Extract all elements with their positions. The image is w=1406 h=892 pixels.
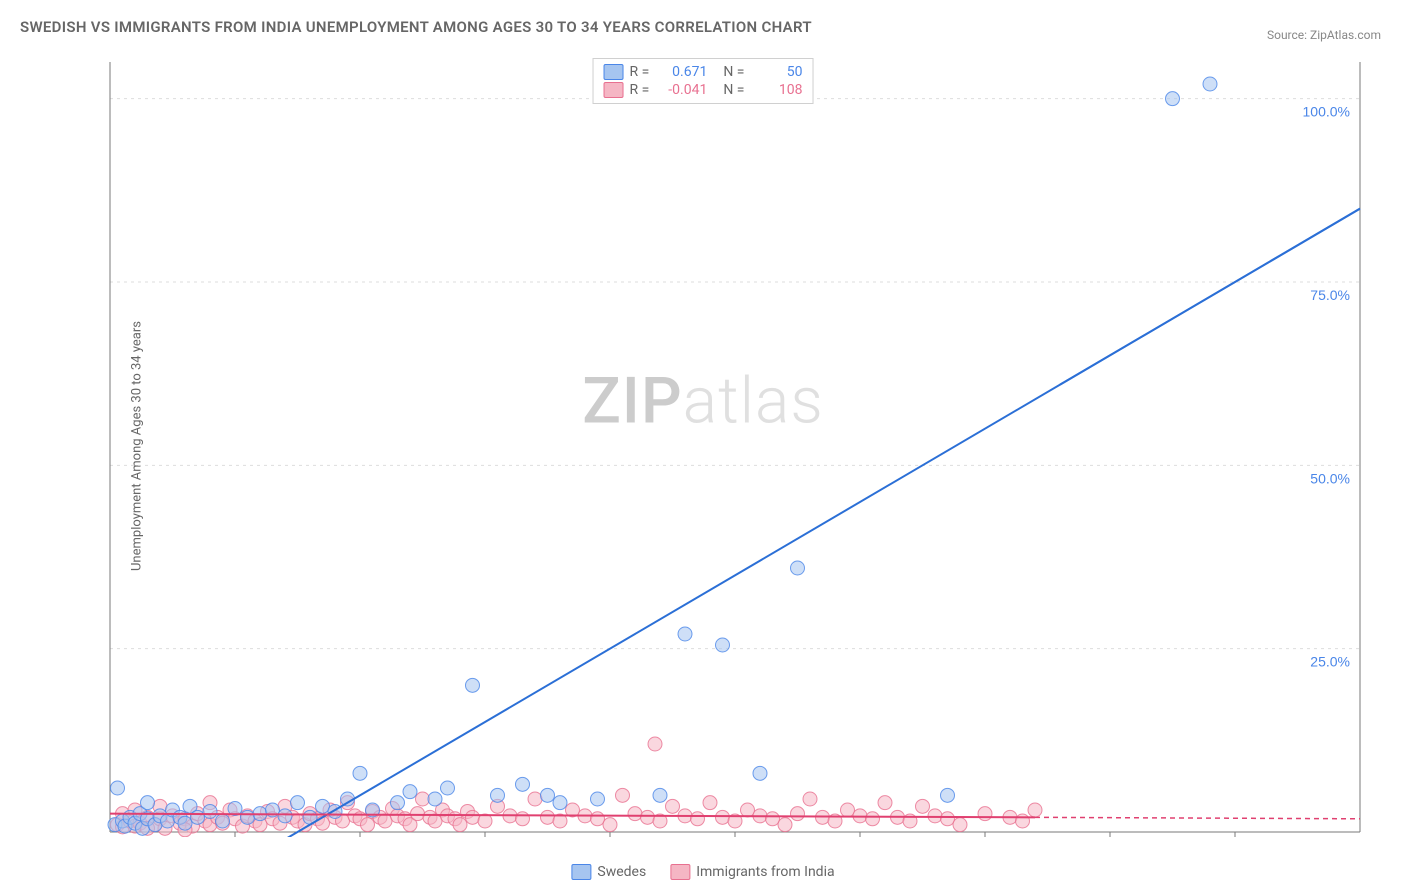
corr-r-value: 0.671 <box>655 64 707 80</box>
legend-swatch <box>604 82 624 98</box>
corr-n-value: 50 <box>750 64 802 80</box>
scatter-plot: 25.0%50.0%75.0%100.0%0.0%50.0% <box>50 50 1376 837</box>
corr-legend-row: R = -0.041 N = 108 <box>604 81 803 99</box>
legend-item: Immigrants from India <box>670 864 834 880</box>
corr-r-label: R = <box>630 82 650 98</box>
corr-n-label: N = <box>723 82 744 98</box>
svg-text:100.0%: 100.0% <box>1303 104 1350 120</box>
legend-label: Immigrants from India <box>696 864 834 880</box>
corr-legend-row: R = 0.671 N = 50 <box>604 63 803 81</box>
source-attribution: Source: ZipAtlas.com <box>1267 28 1381 42</box>
svg-text:50.0%: 50.0% <box>1310 470 1350 486</box>
legend-swatch <box>571 864 591 880</box>
legend-swatch <box>604 64 624 80</box>
legend-swatch <box>670 864 690 880</box>
corr-n-label: N = <box>723 64 744 80</box>
legend-item: Swedes <box>571 864 646 880</box>
series-legend: Swedes Immigrants from India <box>571 864 834 880</box>
svg-text:25.0%: 25.0% <box>1310 654 1350 670</box>
corr-n-value: 108 <box>750 82 802 98</box>
correlation-legend: R = 0.671 N = 50 R = -0.041 N = 108 <box>593 58 814 104</box>
legend-label: Swedes <box>597 864 646 880</box>
chart-area: 25.0%50.0%75.0%100.0%0.0%50.0% <box>50 50 1376 837</box>
corr-r-value: -0.041 <box>655 82 707 98</box>
svg-text:75.0%: 75.0% <box>1310 287 1350 303</box>
chart-title: SWEDISH VS IMMIGRANTS FROM INDIA UNEMPLO… <box>20 18 812 36</box>
source-link[interactable]: ZipAtlas.com <box>1310 28 1381 42</box>
corr-r-label: R = <box>630 64 650 80</box>
source-prefix: Source: <box>1267 28 1310 42</box>
